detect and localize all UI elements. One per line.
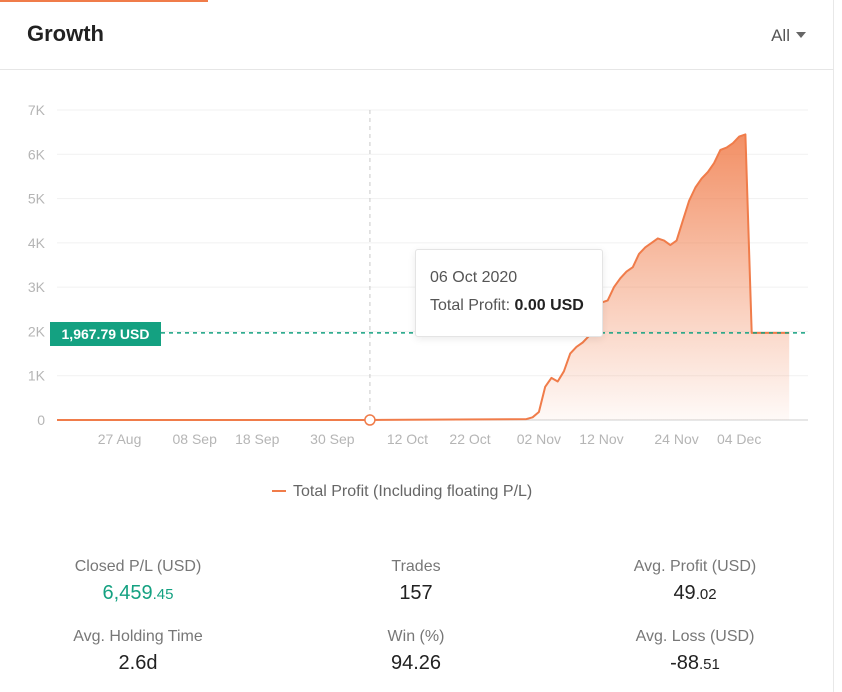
range-dropdown-label: All bbox=[771, 26, 790, 45]
stat-avg-loss: Avg. Loss (USD) -88.51 bbox=[575, 628, 815, 675]
stat-value: 6,459.45 bbox=[18, 582, 258, 605]
stat-trades: Trades 157 bbox=[296, 558, 536, 605]
range-dropdown[interactable]: All bbox=[771, 26, 806, 46]
stat-holding-time: Avg. Holding Time 2.6d bbox=[18, 628, 258, 675]
stat-label: Win (%) bbox=[387, 628, 445, 645]
x-tick-label: 18 Sep bbox=[235, 431, 280, 447]
stat-value: 49.02 bbox=[575, 582, 815, 605]
stat-value-int: 6,459 bbox=[102, 582, 153, 604]
series-area-total-profit bbox=[57, 134, 790, 420]
stat-label: Avg. Holding Time bbox=[73, 628, 203, 645]
x-tick-label: 12 Oct bbox=[387, 431, 428, 447]
stat-label: Avg. Profit (USD) bbox=[633, 558, 757, 575]
hover-point-marker bbox=[364, 414, 376, 426]
x-tick-label: 22 Oct bbox=[449, 431, 490, 447]
y-tick-label: 3K bbox=[28, 279, 46, 295]
y-tick-label: 1K bbox=[28, 368, 46, 384]
x-tick-label: 12 Nov bbox=[579, 431, 623, 447]
stat-value-int: 49 bbox=[673, 582, 696, 604]
stat-label: Avg. Loss (USD) bbox=[635, 628, 755, 645]
card-header: Growth All bbox=[0, 0, 834, 70]
series-line-total-profit bbox=[57, 133, 790, 421]
stat-win: Win (%) 94.26 bbox=[296, 628, 536, 675]
x-tick-label: 08 Sep bbox=[172, 431, 217, 447]
y-tick-label: 4K bbox=[28, 235, 46, 251]
y-tick-label: 0 bbox=[37, 412, 45, 428]
tooltip-date: 06 Oct 2020 bbox=[430, 269, 518, 286]
stat-closed-pl: Closed P/L (USD) 6,459.45 bbox=[18, 558, 258, 605]
stat-value-dec: .45 bbox=[152, 586, 174, 603]
stat-value: -88.51 bbox=[575, 652, 815, 675]
tooltip-row: Total Profit: 0.00 USD bbox=[430, 297, 584, 315]
tooltip-label: Total Profit: bbox=[430, 297, 511, 314]
stat-value-dec: .51 bbox=[699, 656, 720, 673]
tooltip-value: 0.00 USD bbox=[514, 297, 584, 314]
x-tick-label: 04 Dec bbox=[717, 431, 761, 447]
crosshair-y-label: 1,967.79 USD bbox=[50, 322, 161, 346]
tab-indicator bbox=[0, 0, 208, 2]
stat-value-dec: .02 bbox=[695, 586, 717, 603]
legend-item-total-profit[interactable]: Total Profit (Including floating P/L) bbox=[272, 483, 532, 501]
stat-value: 157 bbox=[399, 582, 433, 604]
y-tick-label: 2K bbox=[28, 323, 46, 339]
stat-avg-profit: Avg. Profit (USD) 49.02 bbox=[575, 558, 815, 605]
y-tick-label: 5K bbox=[28, 191, 46, 207]
stat-label: Trades bbox=[391, 558, 441, 575]
x-tick-label: 27 Aug bbox=[98, 431, 142, 447]
x-tick-label: 24 Nov bbox=[654, 431, 698, 447]
stat-value: 94.26 bbox=[390, 652, 442, 674]
chart-tooltip: 06 Oct 2020 Total Profit: 0.00 USD bbox=[415, 249, 603, 337]
stat-value: 2.6d bbox=[118, 652, 158, 674]
x-tick-label: 30 Sep bbox=[310, 431, 355, 447]
x-tick-label: 02 Nov bbox=[517, 431, 561, 447]
caret-down-icon bbox=[796, 31, 806, 38]
y-tick-label: 7K bbox=[28, 102, 46, 118]
legend-label: Total Profit (Including floating P/L) bbox=[293, 483, 533, 500]
stat-value-int: -88 bbox=[670, 652, 700, 674]
legend-swatch bbox=[272, 489, 286, 492]
y-tick-label: 6K bbox=[28, 146, 46, 162]
stat-label: Closed P/L (USD) bbox=[74, 558, 202, 575]
page-title: Growth bbox=[27, 21, 104, 46]
